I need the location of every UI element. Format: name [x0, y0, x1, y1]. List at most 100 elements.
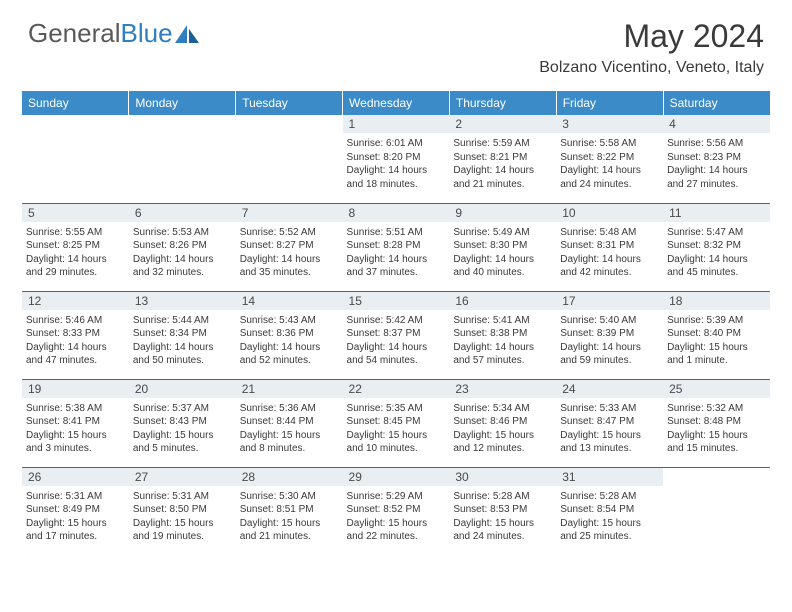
day-info: Sunrise: 5:38 AMSunset: 8:41 PMDaylight:… [22, 398, 129, 458]
day-number: 2 [449, 115, 556, 133]
day-number: 16 [449, 292, 556, 310]
day-info: Sunrise: 5:35 AMSunset: 8:45 PMDaylight:… [343, 398, 450, 458]
day-number: 5 [22, 204, 129, 222]
day-info: Sunrise: 5:31 AMSunset: 8:49 PMDaylight:… [22, 486, 129, 546]
calendar-week-row: 26Sunrise: 5:31 AMSunset: 8:49 PMDayligh… [22, 467, 770, 555]
calendar-day-cell: 7Sunrise: 5:52 AMSunset: 8:27 PMDaylight… [236, 203, 343, 291]
day-number: 17 [556, 292, 663, 310]
page-header: GeneralBlue May 2024 Bolzano Vicentino, … [0, 0, 792, 85]
day-number: 20 [129, 380, 236, 398]
calendar-day-cell: 23Sunrise: 5:34 AMSunset: 8:46 PMDayligh… [449, 379, 556, 467]
brand-part1: General [28, 18, 121, 49]
day-number: 7 [236, 204, 343, 222]
day-info: Sunrise: 5:44 AMSunset: 8:34 PMDaylight:… [129, 310, 236, 370]
day-number: 6 [129, 204, 236, 222]
weekday-header: Tuesday [236, 91, 343, 115]
logo-sail-icon [175, 25, 201, 45]
day-info: Sunrise: 5:28 AMSunset: 8:54 PMDaylight:… [556, 486, 663, 546]
day-number: 27 [129, 468, 236, 486]
day-number: 15 [343, 292, 450, 310]
day-info: Sunrise: 5:49 AMSunset: 8:30 PMDaylight:… [449, 222, 556, 282]
calendar-day-cell: 20Sunrise: 5:37 AMSunset: 8:43 PMDayligh… [129, 379, 236, 467]
day-info: Sunrise: 5:36 AMSunset: 8:44 PMDaylight:… [236, 398, 343, 458]
calendar-day-cell: 19Sunrise: 5:38 AMSunset: 8:41 PMDayligh… [22, 379, 129, 467]
day-info: Sunrise: 5:59 AMSunset: 8:21 PMDaylight:… [449, 133, 556, 193]
calendar-day-cell: 31Sunrise: 5:28 AMSunset: 8:54 PMDayligh… [556, 467, 663, 555]
calendar-day-cell: 11Sunrise: 5:47 AMSunset: 8:32 PMDayligh… [663, 203, 770, 291]
calendar-day-cell: 21Sunrise: 5:36 AMSunset: 8:44 PMDayligh… [236, 379, 343, 467]
calendar-day-cell: 2Sunrise: 5:59 AMSunset: 8:21 PMDaylight… [449, 115, 556, 203]
location-text: Bolzano Vicentino, Veneto, Italy [539, 59, 764, 77]
calendar-day-cell: 4Sunrise: 5:56 AMSunset: 8:23 PMDaylight… [663, 115, 770, 203]
day-number: 18 [663, 292, 770, 310]
day-info: Sunrise: 5:48 AMSunset: 8:31 PMDaylight:… [556, 222, 663, 282]
day-info: Sunrise: 5:46 AMSunset: 8:33 PMDaylight:… [22, 310, 129, 370]
calendar-day-cell: 8Sunrise: 5:51 AMSunset: 8:28 PMDaylight… [343, 203, 450, 291]
calendar-day-cell: 26Sunrise: 5:31 AMSunset: 8:49 PMDayligh… [22, 467, 129, 555]
day-number: 11 [663, 204, 770, 222]
day-number: 25 [663, 380, 770, 398]
calendar-day-cell: 28Sunrise: 5:30 AMSunset: 8:51 PMDayligh… [236, 467, 343, 555]
calendar-day-cell: 24Sunrise: 5:33 AMSunset: 8:47 PMDayligh… [556, 379, 663, 467]
day-number: 23 [449, 380, 556, 398]
calendar-day-cell: 15Sunrise: 5:42 AMSunset: 8:37 PMDayligh… [343, 291, 450, 379]
day-info: Sunrise: 5:33 AMSunset: 8:47 PMDaylight:… [556, 398, 663, 458]
day-number: 3 [556, 115, 663, 133]
month-title: May 2024 [539, 18, 764, 55]
day-info: Sunrise: 5:39 AMSunset: 8:40 PMDaylight:… [663, 310, 770, 370]
weekday-header: Monday [129, 91, 236, 115]
calendar-day-cell: 14Sunrise: 5:43 AMSunset: 8:36 PMDayligh… [236, 291, 343, 379]
day-number: 26 [22, 468, 129, 486]
calendar-day-cell: 29Sunrise: 5:29 AMSunset: 8:52 PMDayligh… [343, 467, 450, 555]
calendar-day-cell: 27Sunrise: 5:31 AMSunset: 8:50 PMDayligh… [129, 467, 236, 555]
calendar-day-cell: . [22, 115, 129, 203]
title-block: May 2024 Bolzano Vicentino, Veneto, Ital… [539, 18, 764, 77]
day-number: 10 [556, 204, 663, 222]
calendar-day-cell: 13Sunrise: 5:44 AMSunset: 8:34 PMDayligh… [129, 291, 236, 379]
day-info: Sunrise: 5:43 AMSunset: 8:36 PMDaylight:… [236, 310, 343, 370]
weekday-header: Saturday [663, 91, 770, 115]
day-number: 13 [129, 292, 236, 310]
day-info: Sunrise: 5:41 AMSunset: 8:38 PMDaylight:… [449, 310, 556, 370]
calendar-day-cell: 18Sunrise: 5:39 AMSunset: 8:40 PMDayligh… [663, 291, 770, 379]
calendar-table: SundayMondayTuesdayWednesdayThursdayFrid… [22, 91, 770, 555]
calendar-week-row: 19Sunrise: 5:38 AMSunset: 8:41 PMDayligh… [22, 379, 770, 467]
calendar-day-cell: 10Sunrise: 5:48 AMSunset: 8:31 PMDayligh… [556, 203, 663, 291]
calendar-day-cell: . [129, 115, 236, 203]
weekday-header: Wednesday [343, 91, 450, 115]
day-number: 21 [236, 380, 343, 398]
day-info: Sunrise: 5:40 AMSunset: 8:39 PMDaylight:… [556, 310, 663, 370]
calendar-day-cell: 3Sunrise: 5:58 AMSunset: 8:22 PMDaylight… [556, 115, 663, 203]
day-number: 14 [236, 292, 343, 310]
calendar-day-cell: 1Sunrise: 6:01 AMSunset: 8:20 PMDaylight… [343, 115, 450, 203]
day-info: Sunrise: 5:31 AMSunset: 8:50 PMDaylight:… [129, 486, 236, 546]
calendar-day-cell: 5Sunrise: 5:55 AMSunset: 8:25 PMDaylight… [22, 203, 129, 291]
day-number: 24 [556, 380, 663, 398]
day-number: 30 [449, 468, 556, 486]
calendar-day-cell: 30Sunrise: 5:28 AMSunset: 8:53 PMDayligh… [449, 467, 556, 555]
calendar-day-cell: 17Sunrise: 5:40 AMSunset: 8:39 PMDayligh… [556, 291, 663, 379]
calendar-week-row: 5Sunrise: 5:55 AMSunset: 8:25 PMDaylight… [22, 203, 770, 291]
calendar-body: ...1Sunrise: 6:01 AMSunset: 8:20 PMDayli… [22, 115, 770, 555]
calendar-day-cell: . [236, 115, 343, 203]
brand-part2: Blue [121, 18, 173, 49]
calendar-day-cell: 25Sunrise: 5:32 AMSunset: 8:48 PMDayligh… [663, 379, 770, 467]
day-number: 4 [663, 115, 770, 133]
day-info: Sunrise: 5:51 AMSunset: 8:28 PMDaylight:… [343, 222, 450, 282]
day-info: Sunrise: 5:56 AMSunset: 8:23 PMDaylight:… [663, 133, 770, 193]
calendar-day-cell: 6Sunrise: 5:53 AMSunset: 8:26 PMDaylight… [129, 203, 236, 291]
day-info: Sunrise: 5:28 AMSunset: 8:53 PMDaylight:… [449, 486, 556, 546]
weekday-header: Thursday [449, 91, 556, 115]
day-number: 31 [556, 468, 663, 486]
calendar-day-cell: 12Sunrise: 5:46 AMSunset: 8:33 PMDayligh… [22, 291, 129, 379]
day-number: 29 [343, 468, 450, 486]
day-number: 1 [343, 115, 450, 133]
day-info: Sunrise: 5:34 AMSunset: 8:46 PMDaylight:… [449, 398, 556, 458]
day-info: Sunrise: 5:30 AMSunset: 8:51 PMDaylight:… [236, 486, 343, 546]
day-info: Sunrise: 5:58 AMSunset: 8:22 PMDaylight:… [556, 133, 663, 193]
calendar-day-cell: . [663, 467, 770, 555]
day-number: 19 [22, 380, 129, 398]
brand-logo: GeneralBlue [28, 18, 201, 49]
day-number: 8 [343, 204, 450, 222]
weekday-header: Sunday [22, 91, 129, 115]
